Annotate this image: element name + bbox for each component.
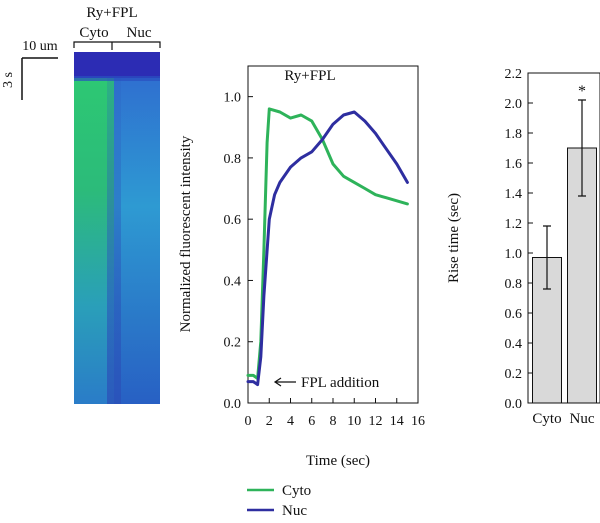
- scalebar-time-label: 3 s: [1, 72, 16, 88]
- legend-label-cyto: Cyto: [282, 483, 311, 499]
- significance-marker: *: [578, 83, 586, 100]
- bar-category-label: Nuc: [570, 411, 595, 427]
- bar-y-tick-label: 1.8: [505, 127, 523, 142]
- bar-y-tick-label: 1.4: [505, 187, 523, 202]
- line-chart: 0.00.20.40.60.81.0 0 2 4 6 8 10 12 14 16 Ry+FPL …: [178, 65, 425, 519]
- bar-y-tick-label: 0.4: [505, 337, 523, 352]
- bar-plot-frame: [527, 72, 600, 404]
- line-y-tick-label: 1.0: [224, 91, 242, 106]
- bar-y-axis-label: Rise time (sec): [446, 193, 462, 283]
- fpl-annotation-label: FPL addition: [301, 375, 380, 391]
- bar-y-tick-label: 0.6: [505, 307, 523, 322]
- legend-label-nuc: Nuc: [282, 503, 307, 519]
- scalebar-space-label: 10 um: [22, 39, 58, 54]
- line-y-ticks: 0.0 0.2 0.4 0.6 0.8 1.0: [224, 91, 253, 412]
- line-series: [246, 107, 409, 387]
- bar-y-tick-label: 1.6: [505, 157, 523, 172]
- series-line-nuc: [246, 110, 409, 387]
- bar-chart: 0.0 0.2 0.4 0.6 0.8 1.0 1.2 1.4 1.6 1.8 2.0 2.2 Cyt…: [446, 67, 600, 427]
- bar-y-tick-label: 1.0: [505, 247, 523, 262]
- fpl-annotation: FPL addition: [273, 375, 380, 391]
- region-label-cyto: Cyto: [79, 25, 108, 41]
- line-legend: Cyto Nuc: [247, 483, 311, 519]
- bar-y-tick-label: 0.2: [505, 367, 523, 382]
- line-x-ticks: 0 2 4 6 8 10 12 14 16: [245, 398, 425, 429]
- line-x-tick-label: 2: [266, 414, 273, 429]
- bar-category-label: Cyto: [532, 411, 561, 427]
- error-bar-cyto: [543, 225, 551, 290]
- bar-y-tick-label: 2.2: [505, 67, 523, 82]
- kymograph-image: [74, 52, 160, 404]
- line-y-axis-label: Normalized fluorescent intensity: [178, 135, 194, 332]
- line-y-tick-label: 0.0: [224, 397, 242, 412]
- kymograph-title: Ry+FPL: [86, 5, 137, 21]
- bar-y-tick-label: 0.0: [505, 397, 523, 412]
- bar-y-ticks: 0.0 0.2 0.4 0.6 0.8 1.0 1.2 1.4 1.6 1.8 2.0 2.2: [505, 67, 533, 412]
- line-x-tick-label: 8: [330, 414, 337, 429]
- line-y-tick-label: 0.2: [224, 336, 242, 351]
- error-bar-nuc: [578, 99, 586, 197]
- line-y-tick-label: 0.8: [224, 152, 242, 167]
- bar-y-tick-label: 1.2: [505, 217, 523, 232]
- line-chart-title: Ry+FPL: [284, 68, 335, 84]
- line-plot-frame: [247, 65, 419, 404]
- region-bracket: [73, 41, 161, 50]
- bar-y-tick-label: 2.0: [505, 97, 523, 112]
- kymograph-panel: Ry+FPL Cyto Nuc 10 um 3 s: [1, 5, 161, 404]
- series-line-cyto: [246, 107, 409, 380]
- line-x-tick-label: 10: [347, 414, 361, 429]
- line-x-tick-label: 12: [369, 414, 383, 429]
- bar-y-tick-label: 0.8: [505, 277, 523, 292]
- line-x-tick-label: 6: [308, 414, 315, 429]
- line-x-tick-label: 14: [390, 414, 404, 429]
- line-y-tick-label: 0.4: [224, 274, 242, 289]
- line-x-tick-label: 4: [287, 414, 294, 429]
- region-label-nuc: Nuc: [127, 25, 152, 41]
- line-y-tick-label: 0.6: [224, 213, 242, 228]
- fpl-arrow: [273, 377, 296, 387]
- line-x-tick-label: 0: [245, 414, 252, 429]
- bar-series: Cyto Nuc *: [532, 83, 597, 427]
- line-x-axis-label: Time (sec): [306, 453, 370, 469]
- line-x-tick-label: 16: [411, 414, 425, 429]
